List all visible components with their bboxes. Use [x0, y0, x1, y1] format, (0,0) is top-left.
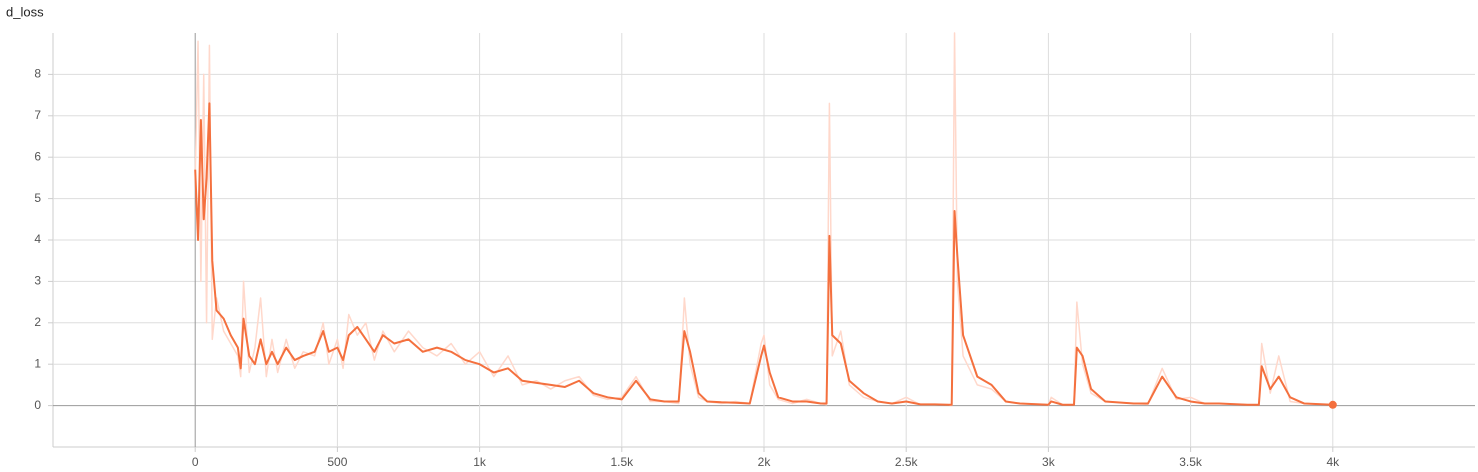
x-tick-label: 1k	[473, 455, 487, 469]
x-tick-label: 2.5k	[895, 455, 919, 469]
series-line	[194, 102, 1333, 406]
end-point	[1328, 400, 1337, 409]
y-tick-label: 3	[34, 274, 41, 288]
y-tick-label: 5	[34, 191, 41, 205]
y-tick-label: 1	[34, 356, 41, 370]
x-tick-label: 500	[327, 455, 347, 469]
y-tick-label: 7	[34, 108, 41, 122]
y-tick-label: 0	[34, 398, 41, 412]
y-tick-label: 2	[34, 315, 41, 329]
x-tick-label: 1.5k	[610, 455, 634, 469]
y-tick-label: 6	[34, 149, 41, 163]
x-tick-label: 0	[192, 455, 199, 469]
x-tick-label: 3k	[1042, 455, 1056, 469]
series-line	[194, 32, 1333, 407]
x-tick-label: 4k	[1326, 455, 1340, 469]
y-tick-label: 8	[34, 67, 41, 81]
y-tick-label: 4	[34, 232, 41, 246]
chart-title: d_loss	[6, 4, 44, 19]
x-tick-label: 3.5k	[1179, 455, 1203, 469]
x-tick-label: 2k	[758, 455, 772, 469]
